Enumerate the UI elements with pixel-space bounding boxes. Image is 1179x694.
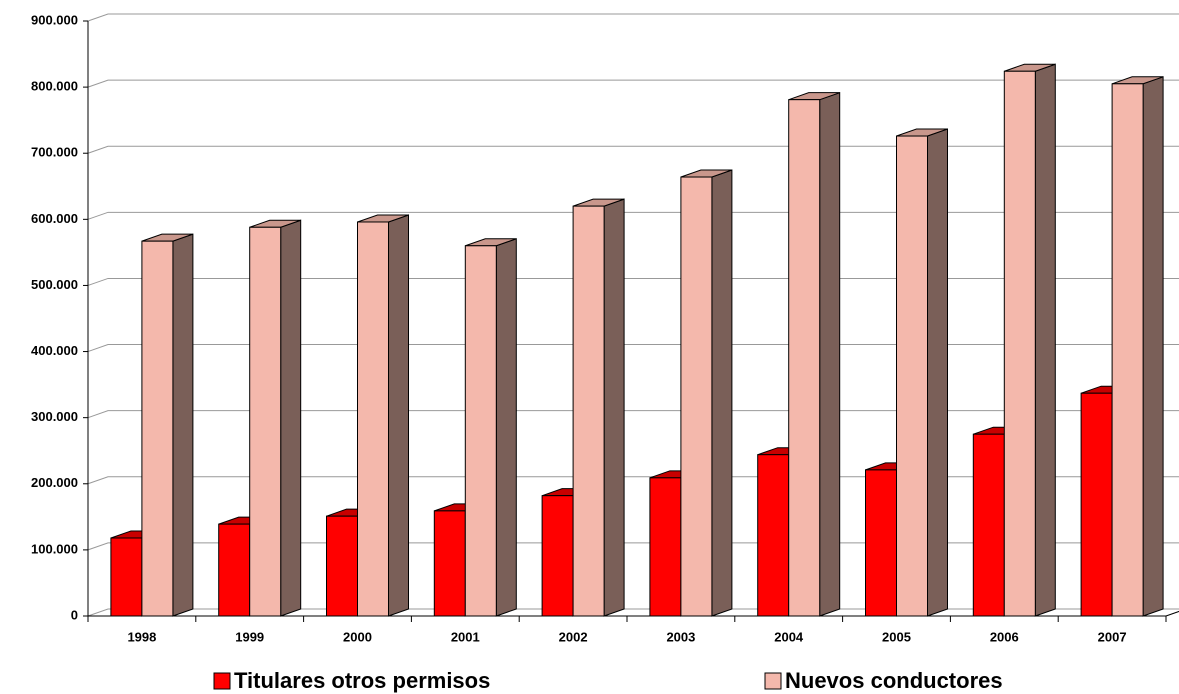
bar-front [541, 495, 574, 617]
legend-swatch [764, 672, 782, 690]
x-tick-label: 1999 [235, 629, 264, 644]
bar-front [141, 240, 174, 617]
bar [357, 214, 409, 617]
bar-side [388, 214, 409, 617]
bar-side [172, 233, 194, 617]
bar-side [1034, 63, 1056, 617]
bar-front [357, 221, 389, 617]
bar-front [1111, 83, 1144, 617]
floor-right [1165, 610, 1179, 617]
y-tick-label: 800.000 [31, 79, 78, 94]
bar-front [249, 226, 282, 617]
x-tick-label: 2001 [451, 629, 480, 644]
bar-front [1003, 70, 1036, 617]
y-tick-label: 900.000 [31, 12, 78, 27]
bar [788, 91, 841, 617]
bar-front [788, 99, 821, 617]
bar-side [603, 198, 625, 617]
bar-front [218, 523, 251, 617]
x-tick-label: 2000 [343, 629, 372, 644]
grid-line [87, 79, 1179, 88]
bar-front [757, 454, 790, 617]
bar [464, 238, 517, 617]
bar-front [326, 515, 358, 617]
bar-front [680, 176, 713, 617]
y-tick-label: 400.000 [31, 343, 78, 358]
x-tick-label: 1998 [127, 629, 156, 644]
bar-front [572, 205, 605, 617]
y-tick-label: 100.000 [31, 541, 78, 556]
grid-line [87, 13, 1179, 22]
y-tick-label: 300.000 [31, 409, 78, 424]
bar-front [865, 469, 897, 617]
legend-swatch [213, 672, 231, 690]
x-tick-label: 2005 [882, 629, 911, 644]
x-tick-label: 2004 [774, 629, 804, 644]
bar [1111, 76, 1164, 617]
bar-front [896, 135, 928, 617]
bar-side [495, 238, 517, 617]
bar-front [649, 477, 682, 617]
bar-side [280, 219, 302, 617]
bar-side [1142, 76, 1164, 617]
bar-front [110, 537, 143, 617]
bar [572, 198, 625, 617]
bar-front [464, 245, 497, 617]
bar-front [433, 510, 466, 617]
x-tick-label: 2007 [1098, 629, 1127, 644]
y-tick-label: 0 [71, 607, 78, 622]
y-tick-label: 600.000 [31, 211, 78, 226]
x-tick-label: 2006 [990, 629, 1019, 644]
legend-label: Nuevos conductores [785, 668, 1003, 693]
y-tick-label: 500.000 [31, 277, 78, 292]
bar [141, 233, 194, 617]
bar [680, 169, 733, 617]
y-tick-label: 200.000 [31, 475, 78, 490]
y-tick-label: 700.000 [31, 145, 78, 160]
bar [1003, 63, 1056, 617]
bar-side [927, 128, 948, 617]
bar [896, 128, 948, 617]
bar-front [972, 433, 1005, 617]
legend-label: Titulares otros permisos [234, 668, 490, 693]
bar-front [1080, 392, 1113, 617]
bar [249, 219, 302, 617]
x-tick-label: 2002 [559, 629, 588, 644]
bar-side [819, 91, 841, 617]
bar-side [711, 169, 733, 617]
x-tick-label: 2003 [666, 629, 695, 644]
